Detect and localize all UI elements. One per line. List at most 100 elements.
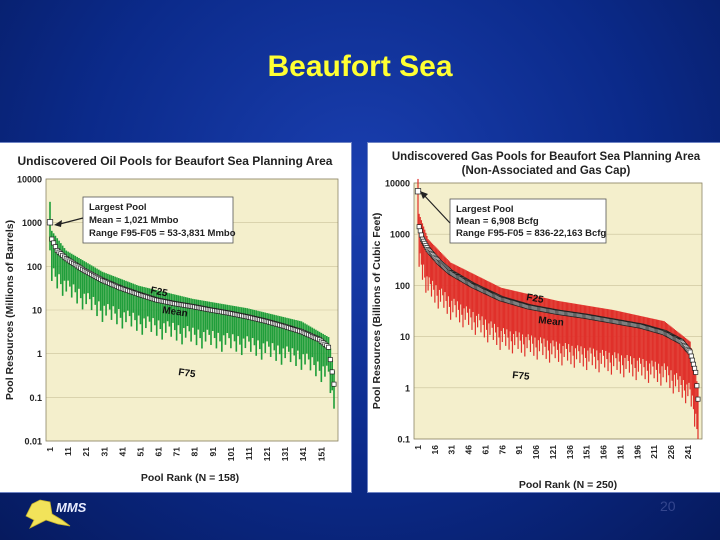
gas-range-bar	[582, 305, 584, 367]
gas-y-tick-label: 10	[400, 332, 410, 342]
gas-range-bar	[671, 327, 673, 381]
oil-mean-point	[326, 344, 332, 350]
gas-range-bar	[618, 311, 620, 362]
gas-range-bar	[501, 288, 503, 343]
gas-range-bar	[432, 243, 434, 281]
oil-range-bar	[79, 259, 82, 299]
gas-range-bar	[688, 340, 690, 383]
gas-range-bar	[496, 285, 498, 345]
gas-annotation-arrow	[421, 192, 451, 224]
oil-range-bar	[287, 318, 290, 352]
oil-range-bar	[67, 251, 69, 281]
gas-range-bar	[676, 330, 678, 374]
gas-range-bar	[482, 278, 484, 325]
gas-range-bar	[614, 310, 616, 353]
gas-y-tick-label: 100	[395, 281, 410, 291]
oil-range-bar	[240, 307, 243, 356]
gas-range-bar	[455, 265, 457, 318]
gas-x-tick-label: 61	[480, 445, 490, 455]
gas-range-bar	[498, 286, 500, 338]
gas-range-bar	[493, 284, 496, 324]
gas-range-bar	[516, 291, 518, 338]
gas-range-bar	[598, 307, 600, 373]
gas-range-bar	[593, 306, 596, 357]
oil-range-bar	[126, 281, 129, 311]
gas-range-bar	[672, 328, 674, 394]
gas-range-bar	[697, 387, 699, 439]
gas-range-bar	[617, 311, 619, 354]
gas-range-bar	[560, 301, 562, 354]
oil-range-bar	[83, 261, 86, 294]
gas-range-bar	[454, 264, 456, 306]
oil-plot-border	[45, 178, 339, 442]
oil-range-bar	[300, 321, 303, 370]
gas-range-bar	[505, 288, 507, 346]
gas-range-bar	[579, 304, 581, 363]
gas-x-tick-label: 121	[548, 445, 558, 459]
gas-x-ticks: 1 16 31 46 61 76 91 106 121 136 151 166 181 196 211 226…	[413, 445, 693, 459]
oil-x-tick-label: 141	[298, 447, 308, 461]
oil-range-bar	[119, 278, 122, 318]
gas-range-bar	[442, 254, 444, 296]
oil-mean-point	[329, 369, 335, 375]
oil-range-bar	[327, 337, 330, 372]
gas-range-bar	[565, 302, 568, 349]
gas-range-bar	[514, 290, 516, 346]
oil-y-tick-label: 0.1	[29, 393, 42, 403]
gas-range-bar	[427, 239, 429, 291]
gas-range-bar	[677, 331, 679, 380]
gas-range-bar	[661, 320, 663, 367]
oil-range-bar	[268, 313, 270, 347]
gas-range-bar	[481, 278, 483, 317]
gas-range-bar	[472, 273, 474, 313]
gas-range-bar	[429, 241, 431, 285]
oil-range-bar	[177, 295, 180, 326]
oil-range-bar	[186, 297, 189, 327]
gas-x-tick-label: 181	[615, 445, 625, 459]
page-number: 20	[660, 498, 676, 514]
oil-range-bar	[107, 273, 109, 305]
oil-range-bar	[123, 280, 125, 313]
gas-range-bar	[491, 283, 493, 328]
oil-range-bar	[183, 296, 185, 329]
gas-range-bar	[615, 310, 617, 359]
gas-range-bar	[568, 302, 570, 345]
oil-range-bar	[297, 320, 299, 351]
gas-range-bar	[483, 279, 485, 338]
gas-range-bar	[678, 332, 680, 393]
gas-range-bar	[515, 291, 517, 332]
oil-range-bar	[70, 253, 73, 298]
oil-range-bar	[293, 319, 296, 356]
gas-y-axis-label: Pool Resources (Billions of Cubic Feet)	[371, 213, 383, 410]
gas-range-bar	[553, 300, 555, 347]
oil-range-bar	[322, 333, 324, 367]
oil-range-bar	[253, 309, 256, 346]
gas-range-bar	[555, 300, 557, 342]
oil-range-bar	[273, 314, 276, 351]
oil-range-bar	[302, 322, 305, 355]
gas-range-bar	[478, 276, 480, 314]
gas-range-bar	[487, 281, 489, 343]
oil-x-tick-label: 51	[135, 447, 145, 457]
oil-range-bar	[226, 304, 229, 334]
gas-range-bar	[473, 274, 475, 323]
oil-range-bar	[324, 334, 326, 377]
gas-range-bar	[641, 316, 643, 376]
oil-range-bar	[248, 308, 250, 342]
oil-range-bar	[295, 320, 297, 366]
gas-range-bar	[575, 303, 578, 360]
gas-range-bar	[533, 295, 535, 356]
gas-mean-point	[688, 353, 694, 359]
gas-range-bar	[588, 305, 590, 362]
gas-chart-subtitle: (Non-Associated and Gas Cap)	[462, 165, 631, 177]
gas-x-tick-label: 151	[582, 445, 592, 459]
oil-range-bar	[61, 245, 64, 296]
gas-range-bar	[679, 333, 681, 377]
oil-range-bar	[175, 294, 178, 341]
oil-range-bar	[125, 280, 127, 323]
oil-range-bar	[159, 290, 162, 330]
oil-range-bar	[54, 235, 57, 277]
gas-range-bar	[637, 315, 640, 372]
gas-range-bar	[524, 293, 526, 357]
gas-range-bar	[583, 305, 586, 349]
